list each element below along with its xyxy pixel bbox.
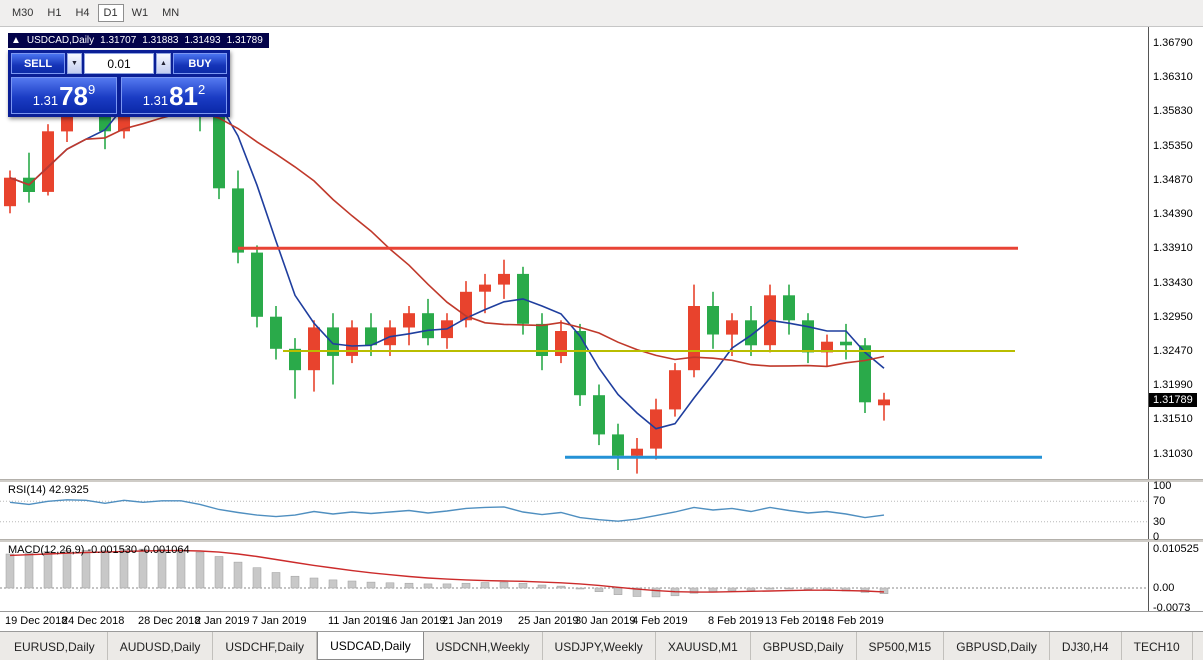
date-label: 16 Jan 2019 [385, 615, 446, 627]
chart-tab-USDJPY-Weekly[interactable]: USDJPY,Weekly [543, 632, 656, 660]
rsi-line [9, 499, 885, 522]
chart-tab-DJ30-H4[interactable]: DJ30,H4 [1050, 632, 1122, 660]
chart-tab-TECH10[interactable]: TECH10 [1122, 632, 1193, 660]
date-label: 4 Feb 2019 [632, 615, 688, 627]
price-tick: 1.36790 [1153, 36, 1193, 49]
chart-tab-EURUSD-Daily[interactable]: EURUSD,Daily [2, 632, 108, 660]
bid-price-sup: 9 [88, 82, 96, 97]
quote-close: 1.31789 [226, 35, 263, 46]
timeframe-button-H4[interactable]: H4 [75, 7, 90, 19]
horizontal-lines-layer [238, 246, 1042, 459]
date-label: 19 Dec 2018 [5, 615, 68, 627]
macd-histogram [5, 548, 889, 598]
date-label: 24 Dec 2018 [62, 615, 125, 627]
rsi-level-label: 100 [1153, 480, 1172, 492]
price-tick: 1.31510 [1153, 413, 1193, 426]
date-label: 13 Feb 2019 [765, 615, 827, 627]
rsi-level-label: 70 [1153, 495, 1166, 508]
ask-price-button[interactable]: 1.31 81 2 [121, 77, 227, 114]
rsi-level-label: 0 [1153, 531, 1160, 543]
rsi-axis: 100 70 30 0 [1148, 480, 1203, 543]
timeframe-button-H1[interactable]: H1 [47, 7, 62, 19]
timeframe-button-W1[interactable]: W1 [131, 7, 149, 19]
ask-price-sup: 2 [198, 82, 206, 97]
quote-open: 1.31707 [100, 35, 137, 46]
panel-splitter[interactable] [0, 539, 1203, 542]
ohlc-readout: ▲ USDCAD,Daily 1.31707 1.31883 1.31493 1… [8, 33, 269, 48]
price-tick: 1.33910 [1153, 242, 1193, 255]
quote-symbol: USDCAD,Daily [26, 35, 95, 46]
chart-tab-USDCHF-Daily[interactable]: USDCHF,Daily [213, 632, 318, 660]
date-label: 8 Feb 2019 [708, 615, 764, 627]
volume-increase-button[interactable]: ▲ [156, 53, 171, 74]
chart-tab-bar: EURUSD,Daily AUDUSD,Daily USDCHF,Daily USDC… [0, 631, 1203, 660]
date-label: 2 Jan 2019 [195, 615, 250, 627]
chart-window: ▲ USDCAD,Daily 1.31707 1.31883 1.31493 1… [0, 27, 1203, 631]
rsi-panel[interactable]: RSI(14) 42.9325 [0, 482, 1148, 539]
quote-low: 1.31493 [184, 35, 221, 46]
timeframe-button-group: M30 H1 H4 D1 W1 MN [6, 4, 185, 22]
price-tick: 1.31030 [1153, 447, 1193, 460]
price-tick: 1.32470 [1153, 345, 1193, 357]
timeframe-button-M30[interactable]: M30 [12, 7, 34, 19]
price-tick: 1.33430 [1153, 276, 1193, 289]
moving-averages-layer [9, 79, 885, 430]
macd-chart-canvas[interactable] [0, 542, 1148, 611]
one-click-trading-panel: SELL ▼ ▲ BUY 1.31 78 9 [8, 50, 230, 117]
date-label: 30 Jan 2019 [575, 615, 636, 627]
price-axis[interactable]: 1.31789 1.36790 1.36310 1.35830 1.35350 1.34… [1148, 27, 1203, 494]
chevron-down-icon: ▼ [71, 60, 78, 67]
macd-level-label: 0.00 [1153, 582, 1175, 594]
ask-price-small: 1.31 [142, 93, 169, 108]
macd-level-label: 0.010525 [1153, 543, 1199, 556]
macd-axis: 0.010525 0.00 -0.0073 [1148, 542, 1203, 614]
current-price-badge: 1.31789 [1149, 392, 1197, 407]
sell-button[interactable]: SELL [11, 53, 65, 74]
buy-button[interactable]: BUY [173, 53, 227, 74]
main-chart[interactable]: ▲ USDCAD,Daily 1.31707 1.31883 1.31493 1… [0, 27, 1148, 479]
volume-decrease-button[interactable]: ▼ [67, 53, 82, 74]
price-tick: 1.36310 [1153, 71, 1193, 84]
chart-tab-XAUUSD-M1[interactable]: XAUUSD,M1 [656, 632, 751, 660]
chart-tab-GBPUSD-Daily[interactable]: GBPUSD,Daily [751, 632, 857, 660]
date-label: 28 Dec 2018 [138, 615, 201, 627]
timeframe-toolbar: M30 H1 H4 D1 W1 MN [0, 0, 1203, 27]
bid-price-button[interactable]: 1.31 78 9 [11, 77, 117, 114]
price-tick: 1.35830 [1153, 105, 1193, 118]
price-tick: 1.32950 [1153, 310, 1193, 323]
bid-price-small: 1.31 [32, 93, 59, 108]
price-tick: 1.34390 [1153, 208, 1193, 220]
chart-tab-USDCAD-Daily[interactable]: USDCAD,Daily [317, 632, 424, 660]
time-axis[interactable]: 19 Dec 2018 24 Dec 2018 28 Dec 2018 2 Jan 2… [0, 611, 1203, 631]
rsi-chart-canvas[interactable] [0, 482, 1148, 539]
date-label: 25 Jan 2019 [518, 615, 579, 627]
ask-price-big: 81 [169, 80, 198, 111]
date-label: 18 Feb 2019 [822, 615, 884, 627]
chart-tab-AUDUSD-Daily[interactable]: AUDUSD,Daily [108, 632, 214, 660]
volume-input[interactable] [84, 53, 154, 74]
bid-price-big: 78 [59, 80, 88, 111]
chart-tab-GBPUSD-Daily[interactable]: GBPUSD,Daily [944, 632, 1050, 660]
rsi-label: RSI(14) 42.9325 [8, 484, 89, 496]
symbol-arrow-icon: ▲ [11, 35, 21, 46]
panel-splitter[interactable] [0, 479, 1203, 482]
price-tick: 1.31990 [1153, 379, 1193, 392]
timeframe-button-MN[interactable]: MN [162, 7, 180, 19]
macd-panel[interactable]: MACD(12,26,9) -0.001530 -0.001064 [0, 542, 1148, 611]
price-tick: 1.35350 [1153, 139, 1193, 152]
quote-high: 1.31883 [142, 35, 179, 46]
price-tick: 1.34870 [1153, 173, 1193, 186]
chevron-up-icon: ▲ [160, 60, 167, 67]
macd-label: MACD(12,26,9) -0.001530 -0.001064 [8, 544, 190, 556]
chart-tab-SP500-M15[interactable]: SP500,M15 [857, 632, 945, 660]
macd-signal-line [9, 549, 885, 593]
chart-tab-USDCNH-Weekly[interactable]: USDCNH,Weekly [424, 632, 543, 660]
date-label: 7 Jan 2019 [252, 615, 307, 627]
date-label: 11 Jan 2019 [328, 615, 388, 627]
timeframe-button-D1[interactable]: D1 [97, 4, 124, 22]
rsi-level-label: 30 [1153, 515, 1166, 528]
date-label: 21 Jan 2019 [442, 615, 503, 627]
